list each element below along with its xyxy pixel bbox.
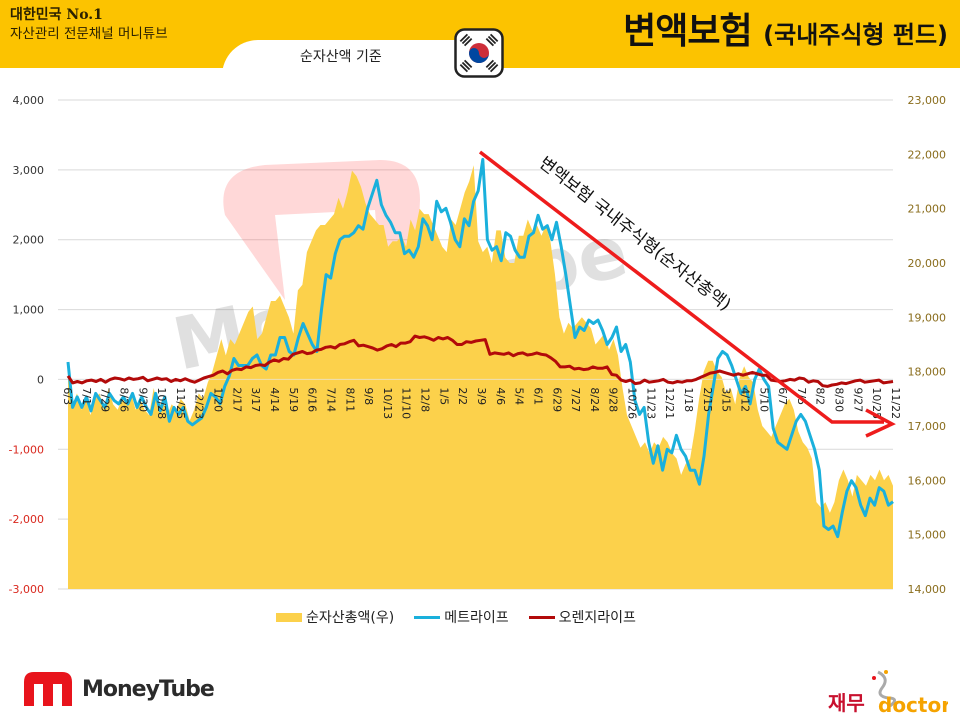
x-axis-tick: 8/24 bbox=[588, 387, 601, 412]
x-axis-tick: 5/4 bbox=[513, 387, 526, 405]
y-axis-tick: 3,000 bbox=[13, 164, 45, 177]
x-axis-tick: 8/11 bbox=[343, 387, 356, 412]
y-axis-tick: 2,000 bbox=[13, 234, 45, 247]
legend-item-metlife: 메트라이프 bbox=[414, 607, 509, 627]
x-axis-tick: 10/26 bbox=[626, 387, 639, 419]
sub-tab bbox=[222, 40, 492, 80]
area-series-total-assets bbox=[68, 165, 893, 589]
x-axis-tick: 1/20 bbox=[212, 387, 225, 412]
y-axis-tick: -1,000 bbox=[9, 443, 44, 456]
y-axis-tick: 4,000 bbox=[13, 94, 45, 107]
legend-label: 순자산총액(우) bbox=[306, 610, 395, 626]
arrow-head-icon bbox=[865, 408, 896, 438]
legend-swatch-area bbox=[276, 612, 302, 622]
y2-axis-tick: 20,000 bbox=[908, 257, 947, 270]
y-axis-tick: 0 bbox=[37, 373, 44, 386]
x-axis-tick: 8/30 bbox=[833, 387, 846, 412]
y2-axis-tick: 14,000 bbox=[908, 583, 947, 596]
x-axis-tick: 9/30 bbox=[136, 387, 149, 412]
logo-korean: 재무 bbox=[828, 691, 865, 715]
x-axis-tick: 2/17 bbox=[230, 387, 243, 412]
x-axis-tick: 10/28 bbox=[155, 387, 168, 419]
x-axis-tick: 4/14 bbox=[268, 387, 281, 412]
x-axis-tick: 11/25 bbox=[174, 387, 187, 419]
brand-line2: 자산관리 전문채널 머니튜브 bbox=[10, 26, 168, 42]
y-axis-tick: 1,000 bbox=[13, 304, 45, 317]
x-axis-tick: 6/1 bbox=[531, 387, 544, 405]
line-series-metlife bbox=[66, 157, 894, 539]
trend-arrow bbox=[478, 150, 884, 424]
x-axis-tick: 8/2 bbox=[814, 387, 827, 405]
x-axis-tick: 6/16 bbox=[306, 387, 319, 412]
line-series-orange-life bbox=[66, 334, 894, 388]
x-axis-tick: 6/3 bbox=[61, 387, 74, 405]
x-axis-tick: 9/28 bbox=[607, 387, 620, 412]
x-axis-tick: 10/13 bbox=[381, 387, 394, 419]
y2-axis-tick: 21,000 bbox=[908, 203, 947, 216]
x-axis-tick: 6/29 bbox=[550, 387, 563, 412]
x-axis-tick: 12/21 bbox=[663, 387, 676, 419]
brand-line1: 대한민국 No.1 bbox=[10, 7, 103, 23]
x-axis-tick: 4/6 bbox=[494, 387, 507, 405]
x-axis-tick: 9/8 bbox=[362, 387, 375, 405]
legend-label: 메트라이프 bbox=[444, 610, 509, 626]
chart-legend: 순자산총액(우) 메트라이프 오렌지라이프 bbox=[276, 607, 636, 627]
x-axis-tick: 1/5 bbox=[437, 387, 450, 405]
y2-axis-tick: 18,000 bbox=[908, 366, 947, 379]
x-axis-tick: 3/17 bbox=[249, 387, 262, 412]
y-axis-tick: -3,000 bbox=[9, 583, 44, 596]
logo-english: doctor bbox=[878, 693, 948, 716]
x-axis-tick: 9/27 bbox=[851, 387, 864, 412]
x-axis-tick: 11/22 bbox=[889, 387, 902, 419]
y2-axis-tick: 17,000 bbox=[908, 420, 947, 433]
x-axis-tick: 3/15 bbox=[720, 387, 733, 412]
basis-label: 순자산액 기준 bbox=[300, 49, 382, 65]
x-axis-tick: 5/10 bbox=[757, 387, 770, 412]
x-axis-tick: 10/25 bbox=[870, 387, 883, 419]
moneytube-logo-text: MoneyTube bbox=[82, 676, 215, 702]
title-sub: (국내주식형 펀드) bbox=[763, 21, 948, 49]
page-title: 변액보험 (국내주식형 펀드) bbox=[623, 2, 948, 54]
y2-axis-tick: 23,000 bbox=[908, 94, 947, 107]
legend-swatch-line bbox=[414, 615, 441, 619]
x-axis-tick: 1/18 bbox=[682, 387, 695, 412]
brand-block: 대한민국 No.1 자산관리 전문채널 머니튜브 bbox=[10, 6, 168, 44]
legend-swatch-line bbox=[528, 615, 555, 619]
x-axis-tick: 5/19 bbox=[287, 387, 300, 412]
y2-axis-tick: 22,000 bbox=[908, 148, 947, 161]
x-axis-tick: 7/1 bbox=[80, 387, 93, 405]
x-axis-tick: 12/23 bbox=[193, 387, 206, 419]
moneytube-logo: MoneyTube bbox=[22, 670, 215, 708]
x-axis-tick: 7/27 bbox=[569, 387, 582, 412]
legend-item-orange-life: 오렌지라이프 bbox=[528, 607, 636, 627]
jaemu-doctor-logo: 재무 doctor bbox=[828, 670, 948, 716]
x-axis-tick: 6/7 bbox=[776, 387, 789, 405]
title-main: 변액보험 bbox=[623, 11, 752, 52]
x-axis-tick: 8/26 bbox=[117, 387, 130, 412]
x-axis-tick: 4/12 bbox=[738, 387, 751, 412]
y2-axis-tick: 15,000 bbox=[908, 529, 947, 542]
x-axis-tick: 7/14 bbox=[324, 387, 337, 412]
x-axis-tick: 3/9 bbox=[475, 387, 488, 405]
x-axis-tick: 12/8 bbox=[419, 387, 432, 412]
y2-axis-tick: 19,000 bbox=[908, 311, 947, 324]
x-axis-tick: 11/10 bbox=[400, 387, 413, 419]
legend-item-total-assets: 순자산총액(우) bbox=[276, 607, 394, 627]
x-axis-tick: 11/23 bbox=[644, 387, 657, 419]
x-axis-tick: 2/15 bbox=[701, 387, 714, 412]
x-axis-tick: 7/29 bbox=[99, 387, 112, 412]
y2-axis-tick: 16,000 bbox=[908, 474, 947, 487]
moneytube-m-icon bbox=[24, 672, 72, 706]
legend-label: 오렌지라이프 bbox=[558, 610, 636, 626]
y-axis-tick: -2,000 bbox=[9, 513, 44, 526]
south-korea-flag-icon bbox=[454, 28, 504, 78]
x-axis-tick: 2/2 bbox=[456, 387, 469, 405]
